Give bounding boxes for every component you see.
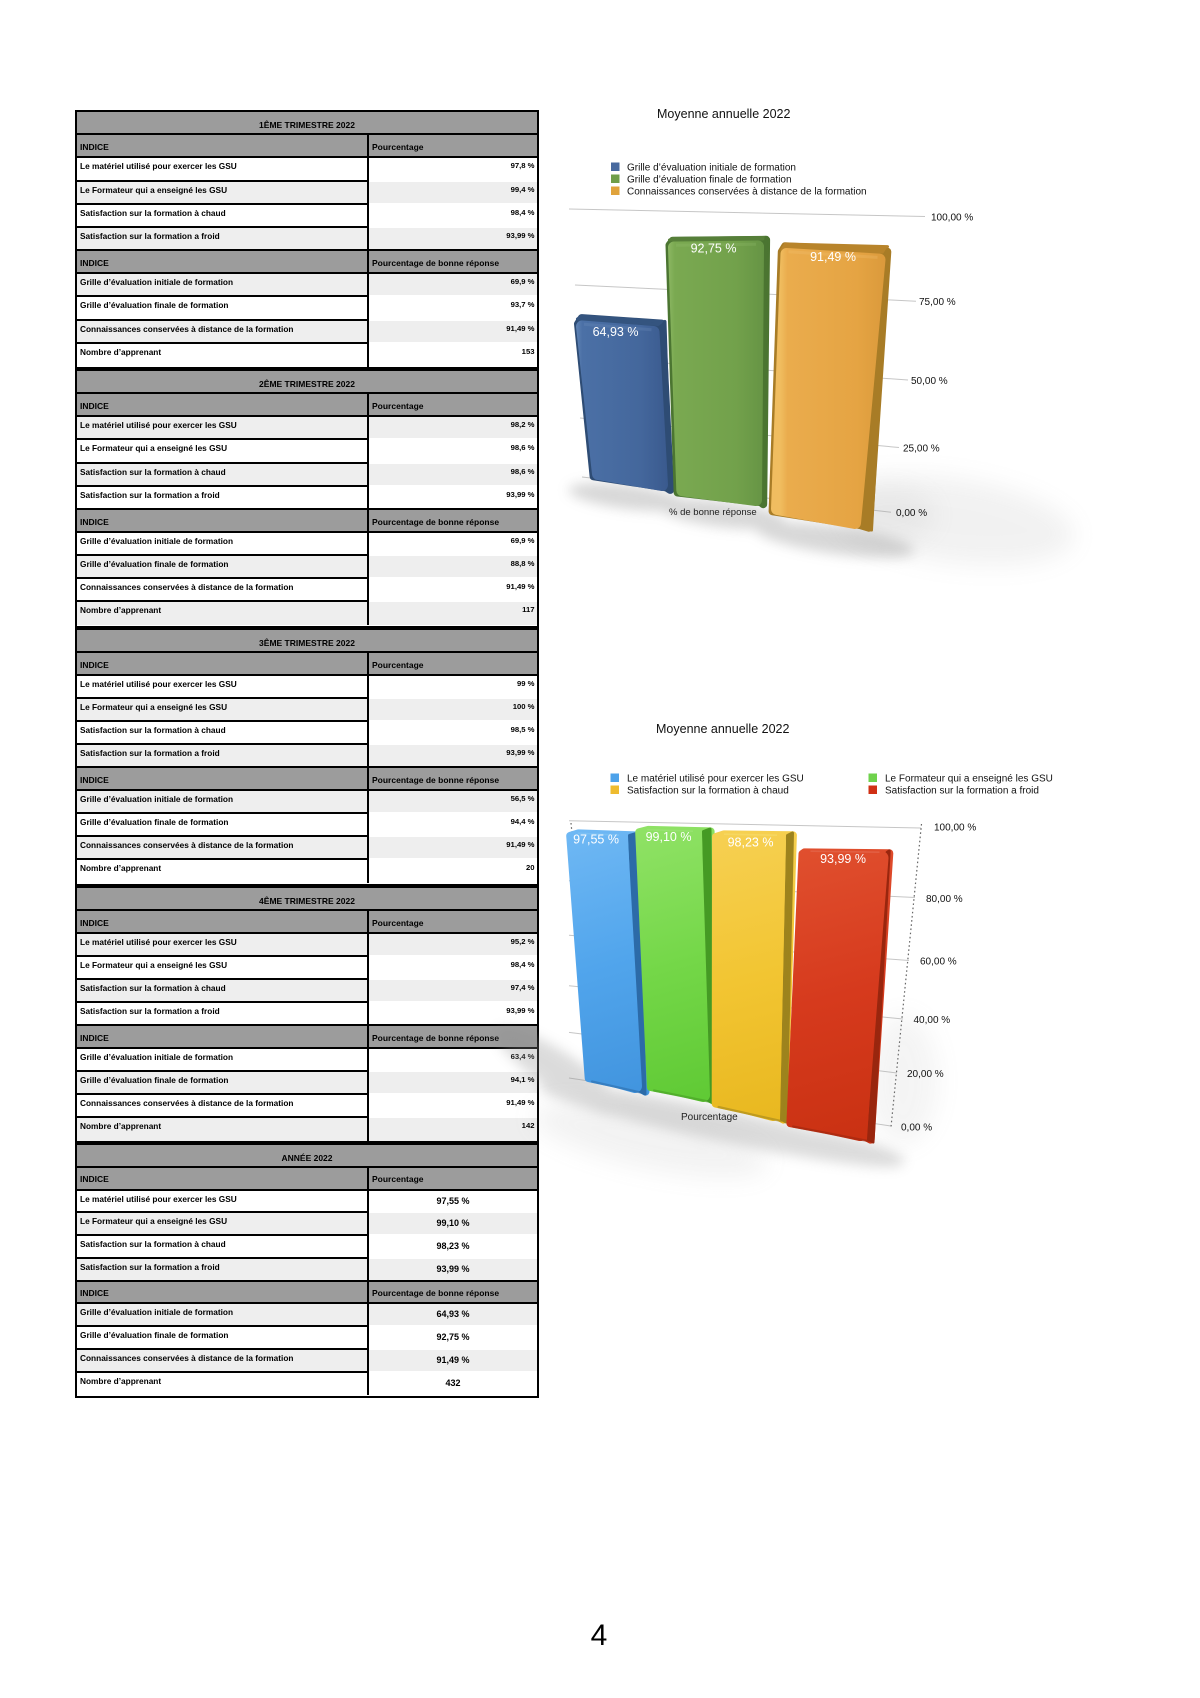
svg-text:50,00 %: 50,00 % xyxy=(911,376,948,387)
svg-text:Satisfaction sur la formation: Satisfaction sur la formation à chaud xyxy=(627,786,789,797)
svg-text:25,00 %: 25,00 % xyxy=(903,443,940,454)
svg-text:91,49 %: 91,49 % xyxy=(810,250,856,264)
svg-text:64,93 %: 64,93 % xyxy=(593,325,639,339)
svg-text:80,00 %: 80,00 % xyxy=(926,894,963,905)
svg-text:Connaissances conservées à dis: Connaissances conservées à distance de l… xyxy=(627,187,867,198)
svg-text:92,75 %: 92,75 % xyxy=(691,242,737,256)
svg-text:99,10 %: 99,10 % xyxy=(646,830,692,844)
svg-text:Le matériel utilisé pour exerc: Le matériel utilisé pour exercer les GSU xyxy=(627,774,804,785)
svg-text:Le Formateur qui a enseigné le: Le Formateur qui a enseigné les GSU xyxy=(885,774,1053,785)
svg-text:Grille d’évaluation initiale d: Grille d’évaluation initiale de formatio… xyxy=(627,163,796,174)
svg-text:40,00 %: 40,00 % xyxy=(914,1015,951,1026)
svg-text:97,55 %: 97,55 % xyxy=(573,832,619,846)
svg-text:98,23 %: 98,23 % xyxy=(728,836,774,850)
svg-text:Pourcentage: Pourcentage xyxy=(681,1112,738,1123)
svg-text:0,00 %: 0,00 % xyxy=(896,508,927,519)
svg-text:93,99 %: 93,99 % xyxy=(820,852,866,866)
svg-text:75,00 %: 75,00 % xyxy=(919,297,956,308)
svg-text:% de bonne réponse: % de bonne réponse xyxy=(669,507,757,518)
svg-text:60,00 %: 60,00 % xyxy=(920,957,957,968)
svg-text:Moyenne annuelle 2022: Moyenne annuelle 2022 xyxy=(657,107,790,121)
svg-text:100,00 %: 100,00 % xyxy=(931,213,973,224)
svg-text:100,00 %: 100,00 % xyxy=(934,823,976,834)
svg-text:Moyenne annuelle 2022: Moyenne annuelle 2022 xyxy=(656,722,789,736)
svg-text:Grille d’évaluation finale de: Grille d’évaluation finale de formation xyxy=(627,175,792,186)
svg-text:Satisfaction sur la formation: Satisfaction sur la formation a froid xyxy=(885,786,1039,797)
svg-text:20,00 %: 20,00 % xyxy=(907,1069,944,1080)
svg-text:0,00 %: 0,00 % xyxy=(901,1122,932,1133)
